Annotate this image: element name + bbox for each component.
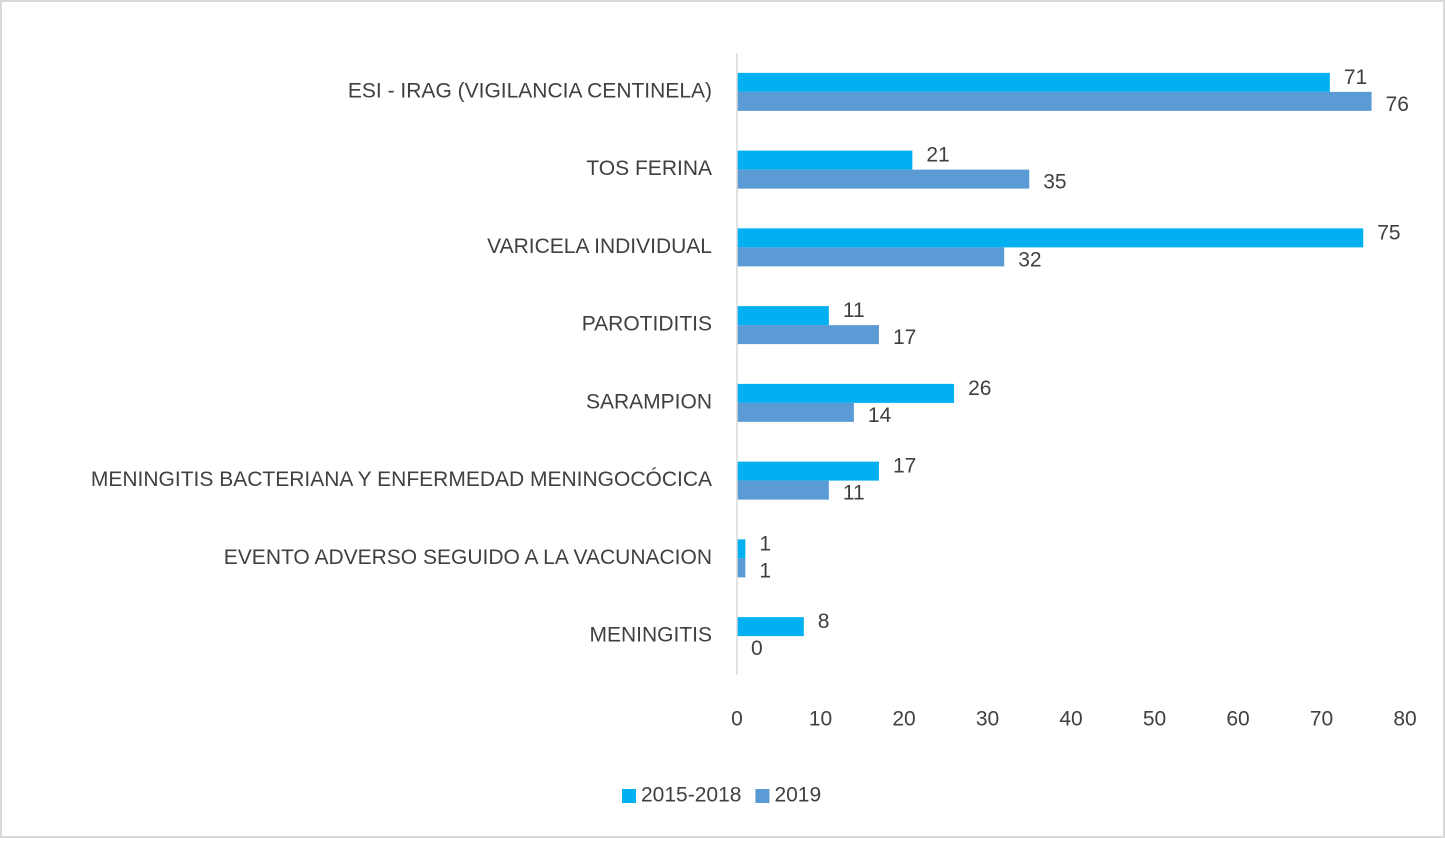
- bar: [737, 72, 1330, 92]
- bar: [737, 91, 1372, 111]
- data-label: 32: [1018, 248, 1041, 271]
- x-tick-label: 40: [1059, 708, 1082, 731]
- legend-swatch: [622, 789, 636, 803]
- x-tick-label: 50: [1143, 708, 1166, 731]
- bar: [737, 150, 913, 170]
- x-tick-label: 60: [1226, 708, 1249, 731]
- bar: [737, 169, 1030, 189]
- x-tick-label: 0: [731, 708, 743, 731]
- legend-swatch: [755, 789, 770, 803]
- y-tick-label: MENINGITIS: [589, 624, 712, 647]
- data-label: 17: [893, 326, 916, 349]
- x-tick-label: 30: [976, 708, 999, 731]
- bar: [737, 306, 829, 326]
- data-label: 11: [843, 482, 865, 505]
- bar: [737, 383, 955, 403]
- data-label: 35: [1043, 171, 1066, 194]
- y-tick-label: ESI - IRAG (VIGILANCIA CENTINELA): [348, 79, 712, 102]
- data-label: 26: [968, 377, 991, 400]
- y-tick-label: SARAMPION: [586, 390, 712, 413]
- data-label: 11: [843, 299, 865, 322]
- bar: [737, 617, 804, 637]
- data-label: 17: [893, 455, 916, 478]
- bar: [737, 228, 1364, 248]
- y-tick-label: VARICELA INDIVIDUAL: [487, 235, 712, 258]
- data-label: 14: [868, 404, 892, 427]
- data-label: 0: [751, 637, 763, 660]
- x-tick-label: 20: [892, 708, 915, 731]
- x-tick-label: 80: [1393, 708, 1416, 731]
- bar: [737, 325, 879, 345]
- bar: [737, 402, 854, 422]
- data-label: 75: [1377, 221, 1400, 244]
- legend-label: 2015-2018: [641, 784, 741, 807]
- x-tick-label: 70: [1310, 708, 1333, 731]
- legend-label: 2019: [774, 784, 821, 807]
- x-tick-label: 10: [809, 708, 832, 731]
- bar: [737, 247, 1005, 267]
- bar: [737, 461, 879, 481]
- data-label: 1: [759, 559, 771, 582]
- y-tick-label: PAROTIDITIS: [582, 313, 712, 336]
- y-tick-label: EVENTO ADVERSO SEGUIDO A LA VACUNACION: [224, 546, 712, 569]
- data-label: 21: [926, 144, 949, 167]
- y-tick-label: MENINGITIS BACTERIANA Y ENFERMEDAD MENIN…: [91, 468, 712, 491]
- data-label: 71: [1344, 66, 1367, 89]
- data-label: 8: [818, 610, 830, 633]
- bar: [737, 480, 829, 500]
- bar: [737, 539, 746, 559]
- data-label: 1: [759, 532, 771, 555]
- y-tick-label: TOS FERINA: [586, 157, 712, 180]
- data-label: 76: [1386, 93, 1409, 116]
- bar: [737, 558, 746, 578]
